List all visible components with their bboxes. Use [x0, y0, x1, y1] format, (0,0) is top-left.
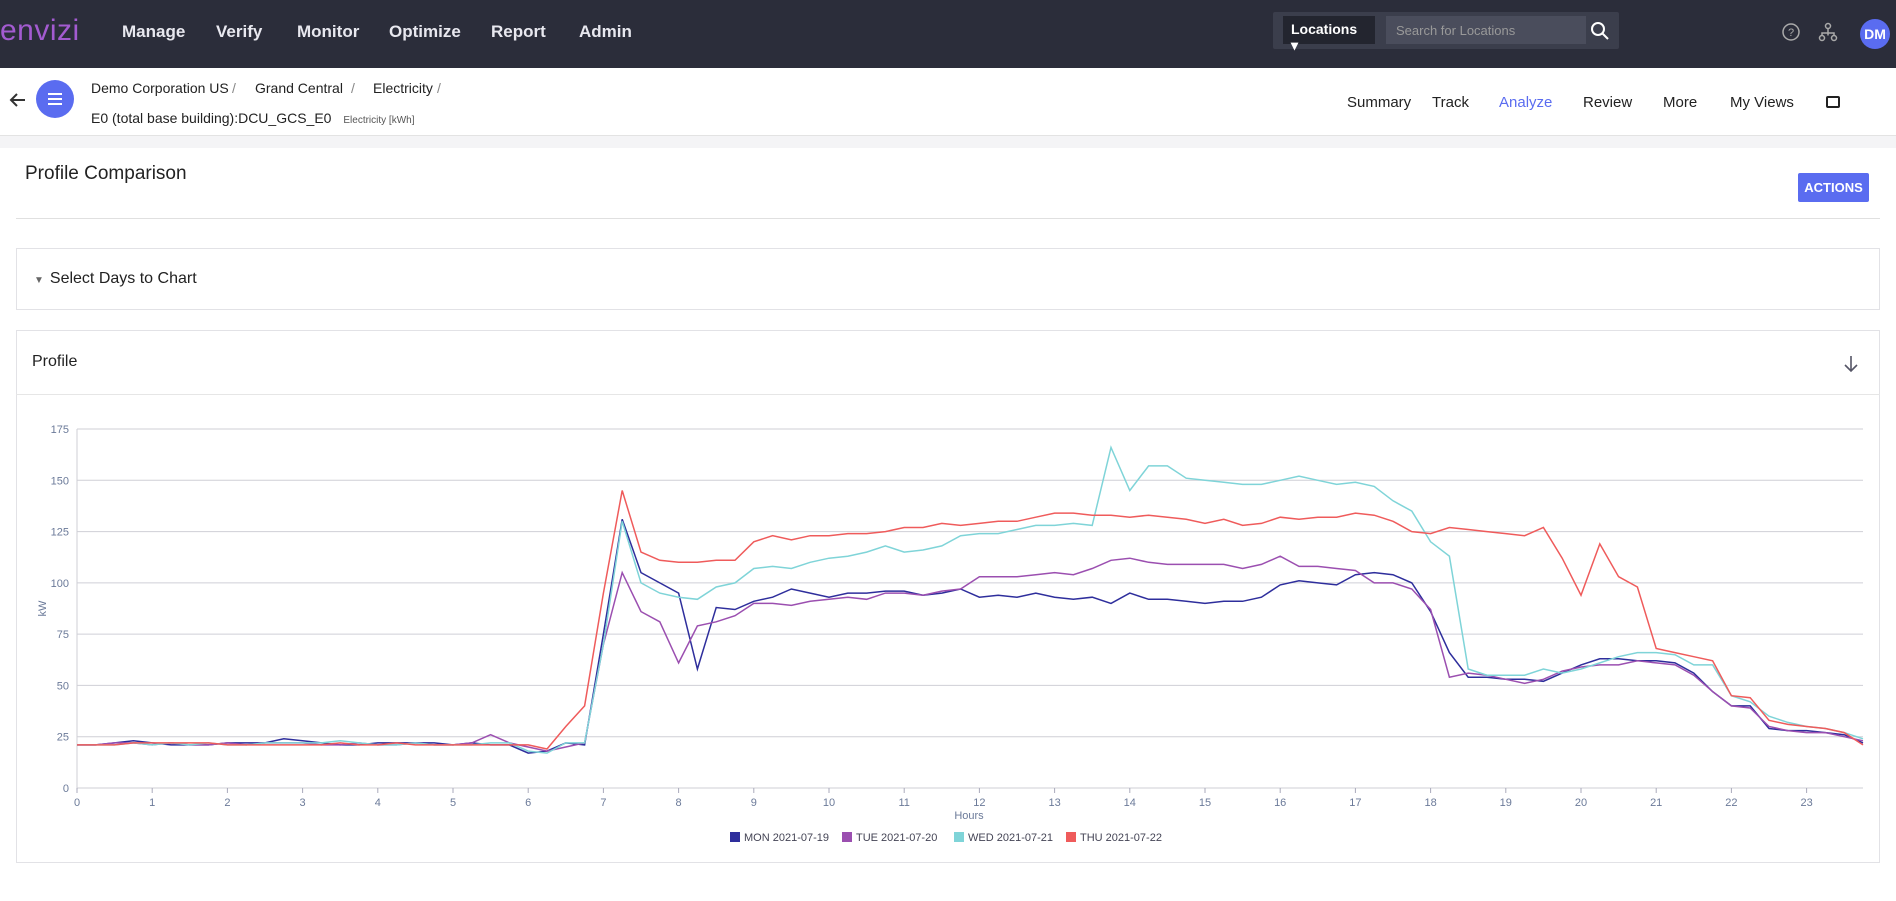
breadcrumb-separator: / — [437, 80, 441, 96]
page-background — [0, 136, 1896, 148]
help-icon[interactable]: ? — [1781, 22, 1801, 42]
divider — [16, 218, 1880, 219]
x-tick-label: 5 — [450, 797, 456, 809]
meter-name: E0 (total base building):DCU_GCS_E0 Elec… — [91, 110, 414, 126]
select-days-panel[interactable] — [16, 248, 1880, 310]
nav-item[interactable]: Optimize — [389, 22, 461, 41]
hierarchy-icon[interactable] — [1818, 22, 1838, 42]
nav-item[interactable]: Verify — [216, 22, 263, 41]
user-avatar[interactable]: DM — [1860, 19, 1890, 49]
tab[interactable]: Summary — [1347, 94, 1412, 111]
x-tick-label: 4 — [375, 797, 381, 809]
legend-label: WED 2021-07-21 — [968, 832, 1053, 844]
x-axis-label: Hours — [954, 810, 984, 822]
legend-label: THU 2021-07-22 — [1080, 832, 1162, 844]
legend-swatch — [954, 832, 964, 842]
menu-button[interactable] — [36, 80, 74, 118]
actions-button[interactable]: ACTIONS — [1798, 173, 1869, 202]
breadcrumb-item[interactable]: Electricity — [373, 80, 433, 96]
y-tick-label: 25 — [57, 732, 69, 744]
x-tick-label: 12 — [973, 797, 985, 809]
x-tick-label: 1 — [149, 797, 155, 809]
x-tick-label: 2 — [224, 797, 230, 809]
x-tick-label: 20 — [1575, 797, 1587, 809]
logo[interactable]: envizi — [0, 14, 80, 47]
legend-swatch — [730, 832, 740, 842]
x-tick-label: 6 — [525, 797, 531, 809]
download-icon[interactable] — [1842, 354, 1860, 374]
x-tick-label: 17 — [1349, 797, 1361, 809]
legend-swatch — [1066, 832, 1076, 842]
x-tick-label: 16 — [1274, 797, 1286, 809]
y-tick-label: 0 — [63, 783, 69, 795]
search-input[interactable]: Search for Locations — [1386, 16, 1586, 44]
x-tick-label: 10 — [823, 797, 835, 809]
x-tick-label: 22 — [1725, 797, 1737, 809]
x-tick-label: 9 — [751, 797, 757, 809]
y-tick-label: 50 — [57, 680, 69, 692]
scope-label: Locations — [1291, 21, 1358, 37]
tab[interactable]: More — [1663, 94, 1698, 111]
y-axis-label: kW — [37, 600, 49, 617]
y-tick-label: 175 — [51, 424, 69, 436]
series-line — [77, 555, 1864, 752]
x-tick-label: 19 — [1500, 797, 1512, 809]
search-icon[interactable] — [1590, 21, 1610, 41]
nav-item[interactable]: Report — [491, 22, 546, 41]
x-tick-label: 3 — [300, 797, 306, 809]
search-scope[interactable]: Locations ▾ — [1283, 16, 1375, 53]
series-line — [77, 519, 1864, 754]
profile-panel — [16, 330, 1880, 863]
breadcrumb-item[interactable]: Demo Corporation US — [91, 80, 229, 96]
breadcrumb-separator: / — [351, 80, 355, 96]
breadcrumb-item[interactable]: Grand Central — [255, 80, 343, 96]
view-toggle[interactable] — [1826, 96, 1840, 108]
x-tick-label: 0 — [74, 797, 80, 809]
x-tick-label: 11 — [898, 797, 909, 809]
nav-item[interactable]: Monitor — [297, 22, 360, 41]
x-tick-label: 15 — [1199, 797, 1211, 809]
select-days-label: Select Days to Chart — [49, 270, 197, 287]
series-line — [77, 490, 1864, 750]
panel-divider — [16, 394, 1880, 395]
breadcrumb-separator: / — [232, 80, 236, 96]
tab[interactable]: Review — [1583, 94, 1633, 111]
legend-label: TUE 2021-07-20 — [856, 832, 937, 844]
y-tick-label: 125 — [51, 527, 69, 539]
y-tick-label: 150 — [51, 475, 69, 487]
y-tick-label: 100 — [51, 578, 69, 590]
sub-header — [0, 68, 1896, 136]
x-tick-label: 8 — [676, 797, 682, 809]
y-tick-label: 75 — [57, 629, 69, 641]
back-button[interactable] — [8, 90, 28, 110]
panel-title: Profile — [32, 353, 78, 370]
page-title: Profile Comparison — [25, 163, 187, 184]
meter-label: E0 (total base building):DCU_GCS_E0 — [91, 110, 332, 126]
nav-item[interactable]: Admin — [579, 22, 632, 41]
nav-item[interactable]: Manage — [122, 22, 186, 41]
x-tick-label: 21 — [1650, 797, 1662, 809]
tab[interactable]: Analyze — [1499, 94, 1553, 111]
series-line — [77, 445, 1864, 754]
meter-unit: Electricity [kWh] — [343, 115, 415, 126]
legend-label: MON 2021-07-19 — [744, 832, 829, 844]
x-tick-label: 7 — [600, 797, 606, 809]
tab[interactable]: My Views — [1730, 94, 1794, 111]
x-tick-label: 13 — [1048, 797, 1060, 809]
legend-swatch — [842, 832, 852, 842]
x-tick-label: 14 — [1124, 797, 1136, 809]
tab[interactable]: Track — [1432, 94, 1469, 111]
select-days-toggle[interactable]: ▼ Select Days to Chart — [34, 270, 197, 287]
x-tick-label: 23 — [1800, 797, 1812, 809]
svg-text:?: ? — [1788, 27, 1794, 39]
x-tick-label: 18 — [1424, 797, 1436, 809]
